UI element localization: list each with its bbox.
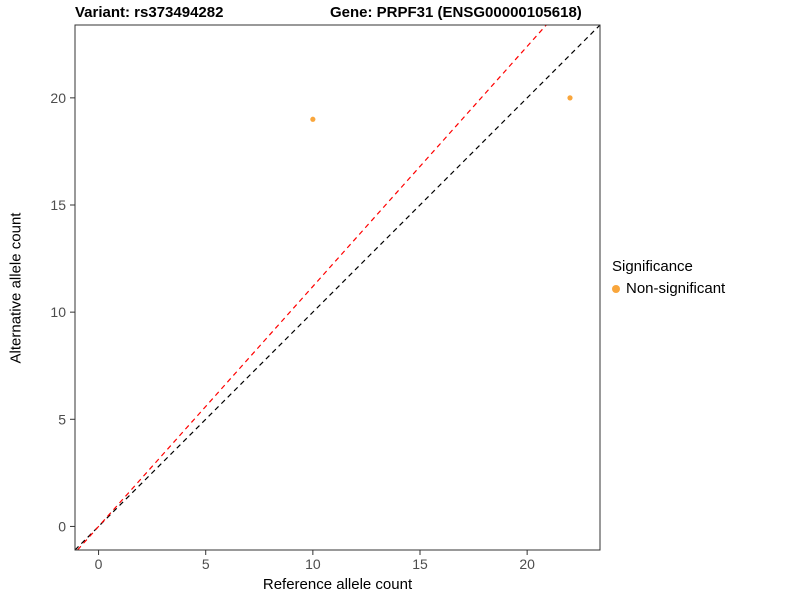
plot-title-gene: Gene: PRPF31 (ENSG00000105618)	[330, 4, 582, 21]
plot-panel: 0 5 10 15 20 0 5 10 15 20	[50, 24, 601, 572]
legend-item-label: Non-significant	[626, 280, 726, 297]
legend-marker-icon	[612, 284, 620, 293]
x-tick-label: 10	[305, 556, 321, 572]
y-tick-label: 15	[50, 197, 66, 213]
legend-title: Significance	[612, 258, 693, 275]
x-tick-label: 15	[412, 556, 428, 572]
legend-item-non-significant: Non-significant	[612, 280, 725, 297]
x-tick-label: 20	[519, 556, 535, 572]
x-axis-label: Reference allele count	[262, 576, 413, 593]
y-tick-label: 10	[50, 304, 66, 320]
panel-border	[74, 24, 601, 551]
plot-title-variant: Variant: rs373494282	[75, 4, 224, 21]
x-tick-label: 5	[202, 556, 210, 572]
y-tick-label: 0	[58, 518, 66, 534]
expected-ratio-line	[77, 24, 547, 551]
y-tick-label: 5	[58, 411, 66, 427]
data-point	[310, 116, 316, 122]
y-axis-label: Alternative allele count	[7, 212, 25, 364]
identity-line	[74, 24, 601, 551]
y-tick-label: 20	[50, 90, 66, 106]
data-point	[567, 95, 573, 101]
legend: Significance Non-significant	[612, 258, 725, 297]
x-tick-label: 0	[95, 556, 103, 572]
